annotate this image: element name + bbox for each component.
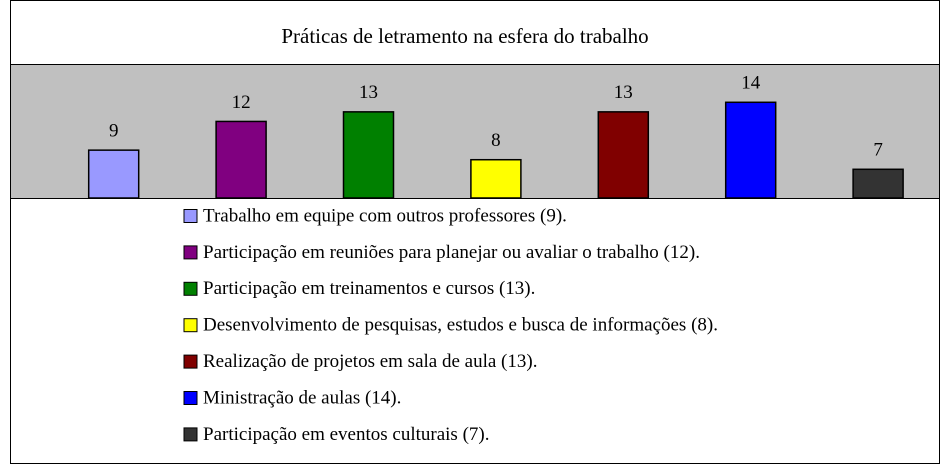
legend-swatch [183, 281, 198, 296]
data-label: 9 [109, 121, 119, 142]
legend-swatch [183, 209, 198, 223]
legend-label: Ministração de aulas (14). [203, 387, 401, 408]
data-label: 13 [359, 82, 378, 103]
legend-swatch [183, 354, 198, 369]
bar [87, 149, 140, 199]
bar [342, 111, 395, 199]
legend-swatch [183, 391, 198, 405]
bar [215, 120, 267, 199]
data-label: 12 [232, 92, 251, 113]
chart-title: Práticas de letramento na esfera do trab… [281, 24, 648, 48]
bar [597, 111, 650, 199]
bar [724, 101, 777, 199]
bar [470, 158, 522, 199]
legend-label: Participação em reuniões para planejar o… [203, 242, 700, 263]
legend-swatch [183, 427, 198, 442]
legend-label: Participação em treinamentos e cursos (1… [203, 278, 535, 299]
data-label: 14 [741, 73, 761, 94]
legend-swatch [183, 318, 198, 333]
data-label: 8 [491, 130, 501, 151]
data-label: 7 [873, 140, 883, 161]
legend-label: Trabalho em equipe com outros professore… [203, 205, 567, 226]
legend-swatch [183, 245, 198, 260]
bar [852, 168, 904, 199]
legend-label: Desenvolvimento de pesquisas, estudos e … [203, 315, 718, 336]
data-label: 13 [614, 82, 633, 103]
legend-label: Participação em eventos culturais (7). [203, 424, 489, 445]
legend-label: Realização de projetos em sala de aula (… [203, 351, 537, 372]
